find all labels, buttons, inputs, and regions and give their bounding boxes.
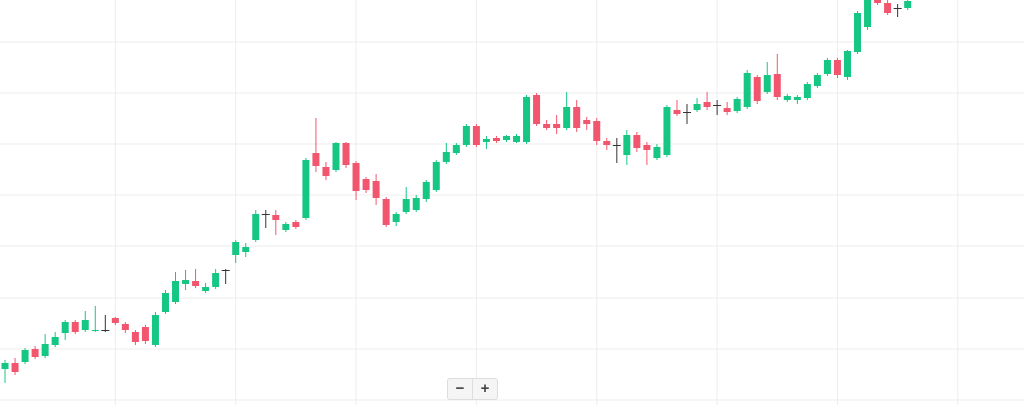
candle-body [91,330,99,331]
candle-body [272,215,280,220]
candle-body [312,153,320,166]
candle-body [553,124,561,128]
candle-body [21,350,29,362]
candle-body [332,143,340,170]
candle-body [51,337,59,345]
candle-body [864,0,872,27]
candle-body [643,145,651,150]
candle-body [683,112,692,113]
candle-body [813,75,821,86]
candle-body [492,138,500,141]
candle-body [41,344,49,356]
zoom-in-button[interactable]: + [472,379,497,399]
zoom-controls: − + [447,378,498,400]
candle-body [693,104,701,110]
candle-body [252,214,260,240]
candle-body [633,135,641,148]
candle-body [212,273,220,287]
candle-body [182,280,190,284]
candle-body [292,222,300,227]
candle-body [513,136,521,142]
candle-body [563,107,571,128]
candle-body [442,152,450,162]
candle-body [352,163,360,191]
candle-body [573,107,581,128]
candle-body [31,349,39,357]
candle-body [61,322,69,333]
candle-body [653,147,661,158]
candle-body [261,214,270,215]
candle-body [533,95,541,124]
zoom-out-button[interactable]: − [455,380,465,397]
candle-body [703,102,711,107]
candle-body [884,3,892,13]
candle-body [192,281,200,286]
candle-body [161,293,169,312]
candle-body [322,167,330,176]
candle-body [783,96,791,100]
candle-body [382,199,390,225]
candle-body [1,363,9,369]
candle-body [543,124,551,128]
candle-body [753,77,761,101]
candle-body [141,327,149,341]
candle-body [111,318,119,323]
candle-body [612,145,621,146]
candle-body [593,121,601,141]
candle-body [342,143,350,165]
candle-body [362,179,370,190]
candle-body [843,51,851,77]
candle-body [623,135,631,155]
candle-body [372,181,380,198]
candle-body [482,139,490,142]
candle-body [583,120,591,124]
candle-body [673,110,681,114]
candle-body [904,1,912,8]
candle-body [833,60,841,75]
candle-body [282,224,290,230]
candle-body [723,108,731,112]
candle-body [743,73,751,107]
candle-body [11,363,19,372]
candle-body [202,287,210,291]
candle-body [854,13,862,52]
candle-body [823,60,831,74]
candle-body [302,160,310,218]
candle-body [603,141,611,145]
candle-body [432,162,440,190]
candle-body [242,247,250,252]
candle-body [803,84,811,98]
candle-body [392,214,400,222]
candle-body [452,145,460,153]
candle-body [402,199,410,212]
candle-body [713,105,722,106]
candle-body [221,270,230,271]
candle-body [101,330,110,331]
candle-body [131,332,139,342]
candle-body [663,107,671,155]
candle-body [232,242,240,255]
candle-body [763,75,771,92]
candle-body [422,182,430,199]
candle-body [523,97,531,142]
candle-body [81,320,89,330]
candle-body [472,126,480,145]
candle-body [502,136,510,140]
candle-body [733,99,741,111]
candle-body [412,198,420,210]
candle-body [793,97,801,100]
candle-body [462,126,470,145]
candle-body [773,74,781,97]
candle-body [151,315,159,345]
candle-body [172,281,180,302]
candle-body [121,324,129,330]
candle-body [893,8,902,9]
candle-body [71,322,79,332]
candle-body [874,0,882,3]
